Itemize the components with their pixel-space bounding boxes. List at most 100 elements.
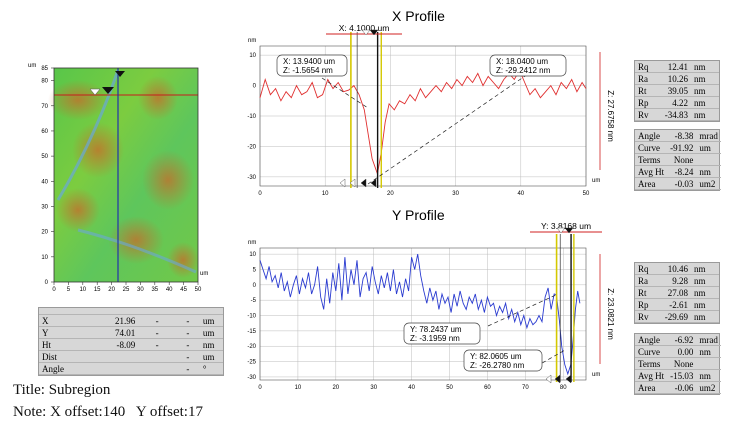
measurement-unit: um	[199, 326, 223, 339]
map-x-tick-label: 35	[151, 287, 158, 293]
callout-line: X: 13.9400 um	[283, 57, 335, 66]
cursor-callout: X: 13.9400 umZ: -1.5654 nm	[276, 54, 348, 77]
callout-line: Z: -1.5654 nm	[283, 66, 333, 75]
stat-row: Terms None	[635, 357, 721, 370]
stat-unit: nm	[691, 274, 719, 287]
marker-icon[interactable]	[115, 71, 125, 77]
stat-value: None	[667, 153, 697, 166]
map-y-unit: um	[28, 63, 36, 69]
map-x-axis: 0 5 10 15 20 25 30 35 40 45 50	[52, 282, 202, 293]
stat-key: Ra	[635, 274, 656, 287]
marker-icon[interactable]	[102, 87, 114, 94]
stat-key: Rv	[635, 108, 656, 121]
x-unit-label: um	[592, 178, 600, 184]
stat-value: -0.03	[667, 177, 697, 190]
cursor-marker-icon[interactable]	[565, 374, 572, 384]
cursor-marker-icon[interactable]	[564, 227, 574, 234]
map-x-tick-label: 50	[195, 287, 202, 293]
stat-value: None	[667, 357, 697, 370]
stat-row: Curve 0.00 nm	[635, 345, 721, 358]
measurement-unit: um	[199, 350, 223, 363]
stat-unit: nm	[691, 84, 719, 97]
stat-value: 4.22	[655, 96, 691, 109]
footer-title: Title: Subregion	[13, 382, 111, 398]
y-tick-label: -20	[247, 144, 256, 150]
x-tick-label: 60	[484, 385, 491, 391]
map-x-tick-label: 40	[166, 287, 173, 293]
stat-unit: nm	[691, 96, 719, 109]
cursor-marker-icon[interactable]	[369, 29, 379, 36]
y-roughness-panel: Rq 10.46 nm Ra 9.28 nm Rt 27.08 nm Rp -2.61 nm Rv -29…	[634, 262, 720, 324]
stat-key: Rq	[635, 61, 656, 73]
measurement-dash: -	[176, 362, 200, 375]
stat-unit: nm	[691, 61, 719, 73]
stat-value: 9.28	[655, 274, 691, 287]
measurement-dash: -	[176, 314, 200, 327]
stat-key: Area	[635, 381, 668, 394]
x-tick-label: 0	[258, 191, 262, 197]
cursor-marker-icon[interactable]	[556, 227, 566, 234]
map-y-tick-label: 85	[41, 66, 48, 72]
profile-trace	[259, 69, 587, 176]
stat-value: -15.03	[667, 369, 697, 382]
x-tick-label: 0	[258, 385, 262, 391]
x-tick-label: 40	[517, 191, 524, 197]
cursor-marker-icon[interactable]	[349, 178, 356, 188]
measurement-row: Dist - um	[39, 350, 223, 363]
stat-unit	[696, 357, 721, 370]
plot-frame	[259, 45, 587, 187]
cursor-marker-icon[interactable]	[361, 29, 371, 36]
x-profile-chart[interactable]: nm um 10 0 -10 -20 -30 0 10 20 30 40 50 X: 4.1000 um X…	[240, 24, 620, 200]
stat-unit: nm	[696, 345, 721, 358]
stat-key: Rp	[635, 96, 656, 109]
callout-line: Z: -26.2780 nm	[470, 361, 525, 370]
x-roughness-panel: Rq 12.41 nm Ra 10.26 nm Rt 39.05 nm Rp 4.22 nm Rv -34…	[634, 60, 720, 122]
marker-icon[interactable]	[89, 88, 101, 96]
cursor-marker-icon[interactable]	[545, 374, 552, 384]
y-tick-label: 10	[249, 53, 256, 59]
map-x-unit: um	[200, 271, 208, 277]
map-x-tick-label: 0	[52, 287, 56, 293]
stat-value: -8.38	[667, 130, 697, 142]
measurement-value: -8.09	[94, 338, 139, 351]
map-y-tick-label: 20	[41, 230, 48, 236]
stat-unit	[696, 153, 721, 166]
stat-row: Rq 12.41 nm	[635, 61, 719, 73]
stat-unit: nm	[696, 165, 721, 178]
x-tick-label: 80	[560, 385, 567, 391]
x-tick-label: 20	[332, 385, 339, 391]
map-x-tick-label: 30	[137, 287, 144, 293]
cursor-marker-icon[interactable]	[370, 178, 377, 188]
stat-value: -91.92	[667, 141, 697, 154]
height-map[interactable]: um um 85 80 70 60 50 40 30 20 10 0 0 5 10 15 20 25 30 35…	[18, 60, 208, 300]
callout-line: Y: 78.2437 um	[410, 325, 462, 334]
stat-value: -0.06	[667, 381, 697, 394]
measurement-label: Y	[39, 326, 95, 339]
stat-key: Angle	[635, 334, 668, 346]
cursor-marker-icon[interactable]	[554, 374, 561, 384]
stat-key: Rv	[635, 310, 656, 323]
stat-value: 10.46	[655, 263, 691, 275]
map-y-tick-label: 80	[41, 79, 48, 85]
stat-row: Area -0.03 um2	[635, 177, 721, 190]
y-region-panel: Angle -6.92 mrad Curve 0.00 nm Terms None Avg Ht…	[634, 333, 721, 395]
map-y-tick-label: 50	[41, 154, 48, 160]
stat-key: Curve	[635, 345, 668, 358]
map-y-tick-label: 0	[45, 280, 49, 286]
stat-value: 10.26	[655, 72, 691, 85]
measurement-label: X	[39, 314, 95, 327]
cursor-label: Y: 3.8168 um	[541, 222, 591, 231]
stat-unit: nm	[691, 298, 719, 311]
measurement-value: 21.96	[94, 314, 139, 327]
cursor-marker-icon[interactable]	[339, 178, 346, 188]
stat-row: Avg Ht -8.24 nm	[635, 165, 721, 178]
callout-line: Z: -3.1959 nm	[410, 334, 460, 343]
stat-unit: um2	[696, 177, 721, 190]
cursor-marker-icon[interactable]	[360, 178, 367, 188]
x-region-panel: Angle -8.38 mrad Curve -91.92 um Terms None Avg …	[634, 129, 721, 191]
measurement-unit: °	[199, 362, 223, 375]
measurement-mid: -	[138, 314, 177, 327]
y-tick-label: -15	[247, 329, 256, 335]
map-x-tick-label: 10	[79, 287, 86, 293]
